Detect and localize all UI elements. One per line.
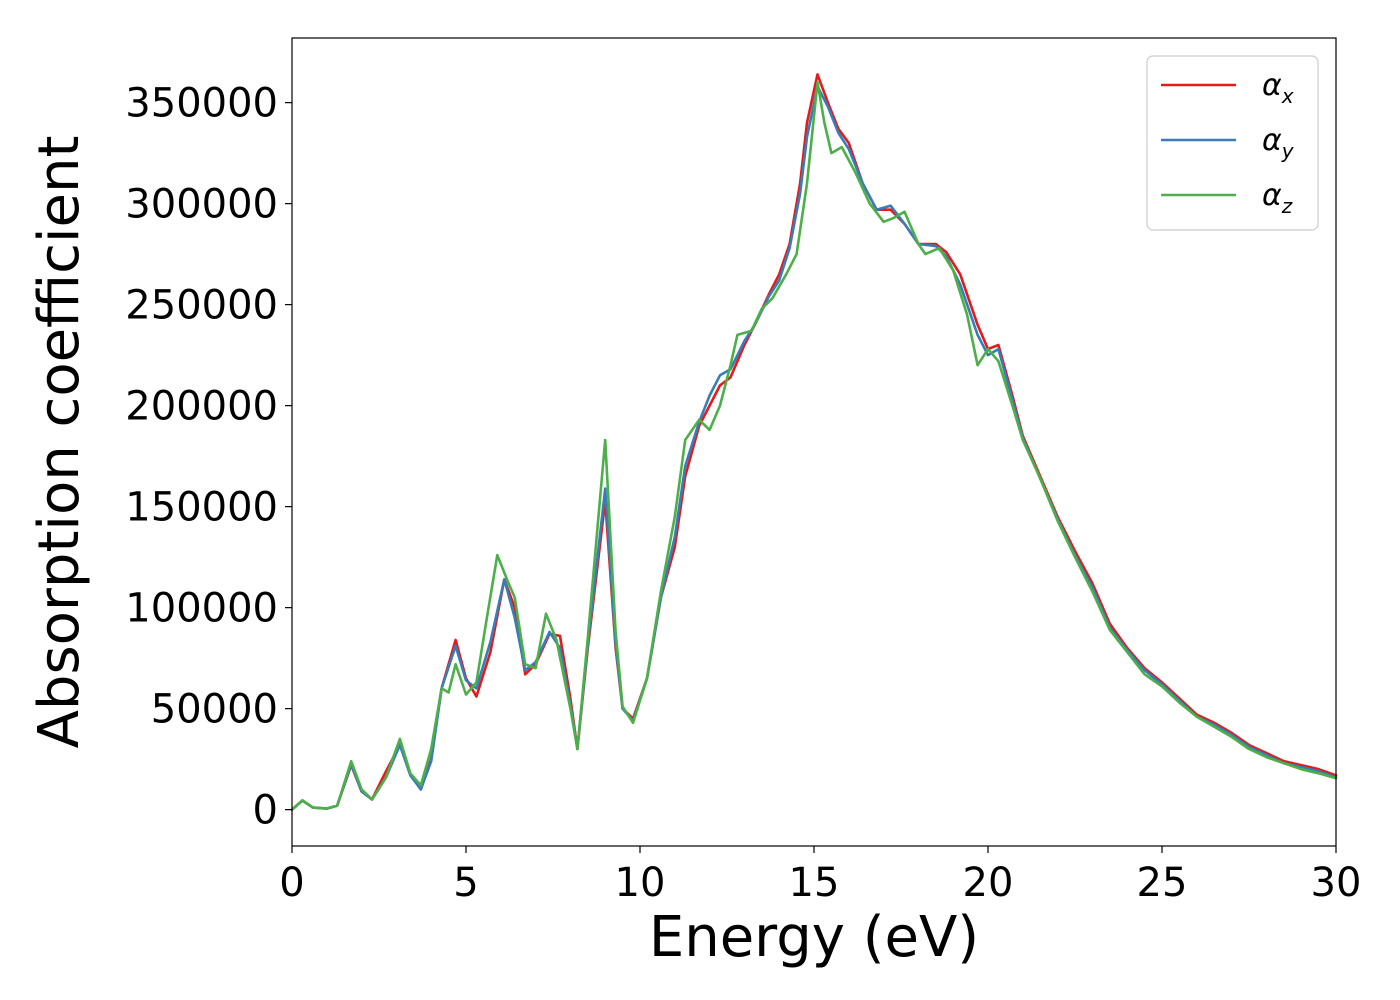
legend-label-y: αy <box>1262 123 1295 163</box>
y-tick-label: 50000 <box>151 687 278 733</box>
y-tick-label: 250000 <box>125 283 278 329</box>
series-line-z <box>290 81 1338 811</box>
y-tick-label: 350000 <box>125 81 278 127</box>
x-axis-label: Energy (eV) <box>649 905 979 970</box>
series-layer <box>290 73 1338 811</box>
y-tick-label: 0 <box>253 788 278 834</box>
x-axis-ticks: 0 5 10 15 20 25 30 <box>279 846 1361 906</box>
x-tick-label: 20 <box>963 860 1014 906</box>
y-axis-label: Absorption coefficient <box>27 136 92 749</box>
y-tick-label: 200000 <box>125 384 278 430</box>
x-tick-label: 30 <box>1311 860 1362 906</box>
x-tick-label: 15 <box>789 860 840 906</box>
y-tick-label: 100000 <box>125 586 278 632</box>
x-tick-label: 5 <box>453 860 478 906</box>
y-tick-label: 300000 <box>125 182 278 228</box>
y-axis-ticks: 0 50000 100000 150000 200000 250000 300000 3500… <box>125 81 292 834</box>
x-tick-label: 0 <box>279 860 304 906</box>
x-tick-label: 10 <box>615 860 666 906</box>
x-tick-label: 25 <box>1137 860 1188 906</box>
legend-box <box>1146 55 1319 231</box>
y-tick-label: 150000 <box>125 485 278 531</box>
